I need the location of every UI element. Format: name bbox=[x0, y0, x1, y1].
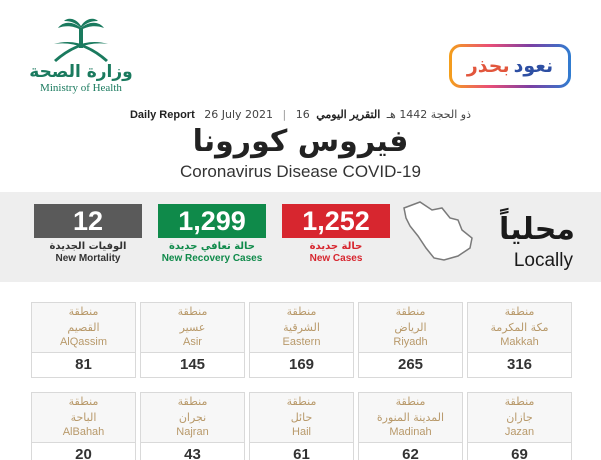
region-name-en: Riyadh bbox=[393, 336, 428, 348]
region-case-count: 62 bbox=[359, 442, 462, 460]
region-word-ar: منطقة bbox=[68, 305, 99, 318]
region-name-en: Asir bbox=[183, 336, 202, 348]
region-name-en: Makkah bbox=[500, 336, 539, 348]
region-word-ar: منطقة bbox=[395, 395, 426, 408]
region-name-en: Najran bbox=[176, 426, 209, 438]
region-name-ar: المدينة المنورة bbox=[376, 411, 445, 424]
region-card: منطقة نجران Najran 43 bbox=[140, 392, 245, 460]
new-recovery-stat: 1,299 حالة تعافي جديدة New Recovery Case… bbox=[158, 204, 266, 265]
new-recovery-value: 1,299 bbox=[158, 204, 266, 238]
region-case-count: 169 bbox=[250, 352, 353, 377]
new-recovery-label-en: New Recovery Cases bbox=[161, 253, 263, 264]
region-word-ar: منطقة bbox=[177, 395, 208, 408]
region-name-ar: نجران bbox=[178, 411, 207, 424]
region-case-count: 316 bbox=[468, 352, 571, 377]
new-recovery-label-ar: حالة تعافي جديدة bbox=[169, 241, 255, 252]
new-cases-label-ar: حالة جديدة bbox=[309, 241, 363, 252]
region-name-en: Hail bbox=[292, 426, 311, 438]
ministry-name-en: Ministry of Health bbox=[40, 82, 122, 94]
region-word-ar: منطقة bbox=[504, 305, 535, 318]
page-title-ar: فيروس كورونا bbox=[192, 124, 409, 159]
region-case-count: 20 bbox=[32, 442, 135, 460]
region-card: منطقة عسير Asir 145 bbox=[140, 302, 245, 378]
region-card: منطقة جازان Jazan 69 bbox=[467, 392, 572, 460]
badge-word-1: نعود bbox=[513, 55, 554, 77]
region-name-ar: الرياض bbox=[394, 321, 427, 334]
region-card: منطقة القصيم AlQassim 81 bbox=[31, 302, 136, 378]
region-card: منطقة الشرقية Eastern 169 bbox=[249, 302, 354, 378]
region-card: منطقة مكة المكرمة Makkah 316 bbox=[467, 302, 572, 378]
region-name-ar: جازان bbox=[506, 411, 533, 424]
region-case-count: 61 bbox=[250, 442, 353, 460]
new-mortality-label-ar: الوفيات الجديدة bbox=[49, 241, 127, 252]
report-date-gregorian: 26 July 2021 bbox=[204, 108, 274, 121]
region-name-ar: مكة المكرمة bbox=[490, 321, 549, 334]
region-name-en: Eastern bbox=[282, 336, 321, 348]
region-name-en: Jazan bbox=[504, 426, 535, 438]
new-cases-value: 1,252 bbox=[282, 204, 390, 238]
region-case-count: 81 bbox=[32, 352, 135, 377]
region-word-ar: منطقة bbox=[395, 305, 426, 318]
region-name-en: Madinah bbox=[389, 426, 432, 438]
region-name-ar: عسير bbox=[179, 321, 206, 334]
report-date-line: Daily Report 26 July 2021 | 16 ذو الحجة … bbox=[129, 108, 472, 121]
region-word-ar: منطقة bbox=[286, 305, 317, 318]
new-cases-label-en: New Cases bbox=[309, 253, 363, 264]
region-name-ar: القصيم bbox=[67, 321, 100, 334]
region-case-count: 145 bbox=[141, 352, 244, 377]
region-name-en: AlQassim bbox=[59, 336, 108, 348]
region-card: منطقة الرياض Riyadh 265 bbox=[358, 302, 463, 378]
region-card: منطقة المدينة المنورة Madinah 62 bbox=[358, 392, 463, 460]
region-card: منطقة حائل Hail 61 bbox=[249, 392, 354, 460]
badge-word-2: بحذر bbox=[466, 55, 510, 77]
region-name-ar: الشرقية bbox=[283, 321, 320, 334]
summary-band: 12 الوفيات الجديدة New Mortality 1,299 ح… bbox=[0, 192, 601, 282]
saudi-map-icon bbox=[403, 201, 473, 261]
report-date-hijri: 16 ذو الحجة 1442 هـ bbox=[295, 108, 472, 121]
moh-logo: وزارة الصحة Ministry of Health bbox=[26, 18, 136, 110]
campaign-badge: نعود بحذر bbox=[449, 44, 571, 88]
region-case-count: 265 bbox=[359, 352, 462, 377]
new-mortality-label-en: New Mortality bbox=[55, 253, 121, 264]
region-case-count: 69 bbox=[468, 442, 571, 460]
palm-swords-emblem-icon bbox=[54, 18, 108, 62]
report-label-ar: التقرير اليومي bbox=[316, 109, 381, 121]
locally-label-en: Locally bbox=[513, 250, 573, 271]
region-name-en: AlBahah bbox=[62, 426, 105, 438]
new-mortality-value: 12 bbox=[34, 204, 142, 238]
region-word-ar: منطقة bbox=[286, 395, 317, 408]
new-mortality-stat: 12 الوفيات الجديدة New Mortality bbox=[34, 204, 142, 265]
ministry-name-ar: وزارة الصحة bbox=[29, 62, 133, 82]
report-label-en: Daily Report bbox=[129, 109, 195, 121]
region-card: منطقة الباحة AlBahah 20 bbox=[31, 392, 136, 460]
region-word-ar: منطقة bbox=[68, 395, 99, 408]
region-word-ar: منطقة bbox=[177, 305, 208, 318]
new-cases-stat: 1,252 حالة جديدة New Cases bbox=[282, 204, 390, 265]
region-name-ar: الباحة bbox=[70, 411, 97, 424]
region-case-count: 43 bbox=[141, 442, 244, 460]
locally-label-ar: محلياً bbox=[499, 212, 575, 247]
region-word-ar: منطقة bbox=[504, 395, 535, 408]
region-name-ar: حائل bbox=[290, 411, 313, 424]
page-title-en: Coronavirus Disease COVID-19 bbox=[180, 162, 421, 181]
